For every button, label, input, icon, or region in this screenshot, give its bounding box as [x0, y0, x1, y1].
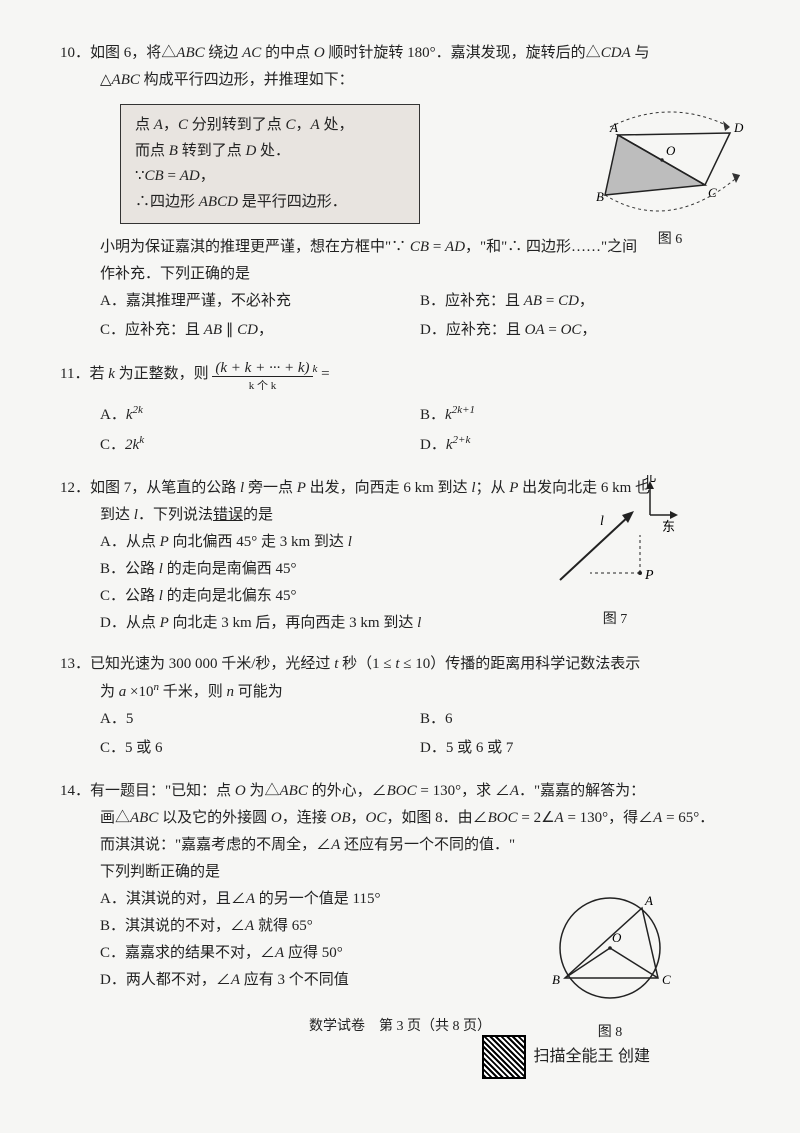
q11-option-d: D．k2+k — [420, 431, 740, 459]
q-number: 10． — [60, 45, 90, 61]
q10-option-a: A．嘉淇推理严谨，不必补充 — [100, 288, 420, 315]
q13-option-d: D．5 或 6 或 7 — [420, 735, 740, 762]
svg-text:北: 北 — [643, 475, 656, 484]
q10-stem-line1: 10．如图 6，将△ABC 绕边 AC 的中点 O 顺时针旋转 180°．嘉淇发… — [60, 40, 740, 67]
q13-stem-line2: 为 a ×10n 千米，则 n 可能为 — [60, 678, 740, 706]
q-number: 11． — [60, 366, 89, 382]
svg-text:A: A — [609, 120, 618, 135]
svg-text:B: B — [596, 189, 604, 204]
q10-stem-line2: △ABC 构成平行四边形，并推理如下： — [60, 67, 740, 94]
figure-8: A B C O 图 8 — [540, 888, 680, 1045]
q14-stem-line2: 画△ABC 以及它的外接圆 O，连接 OB，OC，如图 8．由∠BOC = 2∠… — [60, 805, 740, 832]
q11-option-a: A．k2k — [100, 401, 420, 429]
svg-text:D: D — [733, 120, 744, 135]
svg-text:东: 东 — [662, 519, 675, 534]
figure-7-label: 图 7 — [550, 607, 680, 632]
q13-options: A．5 B．6 C．5 或 6 D．5 或 6 或 7 — [60, 706, 740, 764]
q13-stem-line1: 13．已知光速为 300 000 千米/秒，光经过 t 秒（1 ≤ t ≤ 10… — [60, 651, 740, 678]
scan-watermark: 扫描全能王 创建 — [482, 1035, 650, 1079]
q14-stem-line3: 而淇淇说："嘉嘉考虑的不周全，∠A 还应有另一个不同的值．" — [60, 832, 740, 859]
svg-text:C: C — [708, 185, 717, 200]
question-12: 12．如图 7，从笔直的公路 l 旁一点 P 出发，向西走 6 km 到达 l；… — [60, 475, 740, 637]
q-number: 14． — [60, 783, 90, 799]
scan-text: 扫描全能王 创建 — [534, 1043, 650, 1072]
q-number: 12． — [60, 480, 90, 496]
qr-icon — [482, 1035, 526, 1079]
q13-option-c: C．5 或 6 — [100, 735, 420, 762]
q10-option-c: C．应补充：且 AB ∥ CD， — [100, 317, 420, 344]
q11-option-c: C．2kk — [100, 431, 420, 459]
q14-stem-line4: 下列判断正确的是 — [60, 859, 740, 886]
q13-option-b: B．6 — [420, 706, 740, 733]
proof-box: 点 A，C 分别转到了点 C，A 处， 而点 B 转到了点 D 处． ∵CB =… — [120, 104, 420, 224]
q11-option-b: B．k2k+1 — [420, 401, 740, 429]
q10-option-b: B．应补充：且 AB = CD， — [420, 288, 740, 315]
q11-stem: 11．若 k 为正整数，则 (k + k + ··· + k)k 个 kk = — [60, 360, 740, 393]
svg-text:A: A — [644, 893, 653, 908]
svg-text:B: B — [552, 972, 560, 987]
q13-option-a: A．5 — [100, 706, 420, 733]
svg-text:C: C — [662, 972, 671, 987]
q-number: 13． — [60, 656, 90, 672]
figure-7: 北 东 l P 图 7 — [550, 475, 680, 632]
question-10: 10．如图 6，将△ABC 绕边 AC 的中点 O 顺时针旋转 180°．嘉淇发… — [60, 40, 740, 346]
q10-stem-line4: 作补充．下列正确的是 — [60, 261, 740, 288]
svg-text:P: P — [644, 568, 654, 583]
q11-options: A．k2k B．k2k+1 C．2kk D．k2+k — [60, 401, 740, 461]
question-13: 13．已知光速为 300 000 千米/秒，光经过 t 秒（1 ≤ t ≤ 10… — [60, 651, 740, 764]
figure-6: A B C D O 图 6 — [590, 105, 750, 252]
q10-options: A．嘉淇推理严谨，不必补充 B．应补充：且 AB = CD， C．应补充：且 A… — [60, 288, 740, 346]
svg-text:O: O — [666, 143, 676, 158]
question-14: 14．有一题目："已知：点 O 为△ABC 的外心，∠BOC = 130°，求 … — [60, 778, 740, 994]
q14-stem-line1: 14．有一题目："已知：点 O 为△ABC 的外心，∠BOC = 130°，求 … — [60, 778, 740, 805]
figure-6-label: 图 6 — [590, 227, 750, 252]
question-11: 11．若 k 为正整数，则 (k + k + ··· + k)k 个 kk = … — [60, 360, 740, 461]
svg-text:l: l — [600, 514, 604, 529]
svg-text:O: O — [612, 930, 622, 945]
q10-option-d: D．应补充：且 OA = OC， — [420, 317, 740, 344]
